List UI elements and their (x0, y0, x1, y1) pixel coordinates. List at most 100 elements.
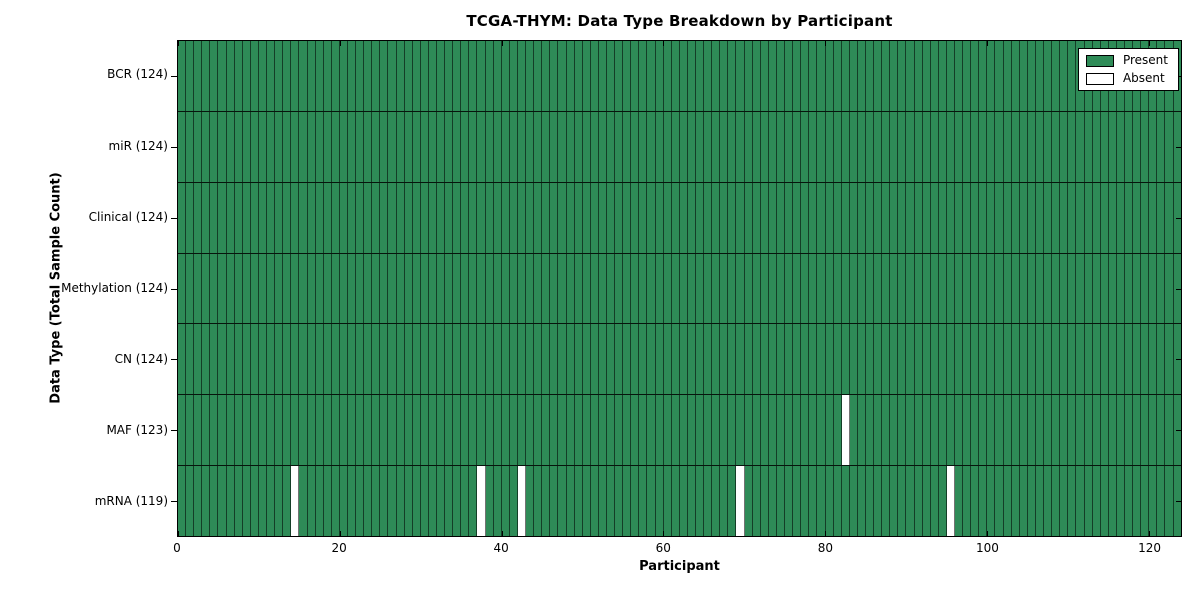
cell-present (1092, 182, 1101, 253)
x-tick-mark (339, 531, 341, 536)
cell-present (728, 324, 737, 395)
cell-present (598, 182, 607, 253)
cell-present (210, 466, 219, 537)
cell-present (485, 324, 494, 395)
cell-present (291, 324, 300, 395)
cell-present (1108, 324, 1117, 395)
y-tick-mark (1176, 147, 1181, 149)
cell-present (938, 41, 947, 111)
cell-present (250, 395, 259, 466)
cell-present (930, 466, 939, 537)
cell-present (914, 182, 923, 253)
cell-present (736, 395, 745, 466)
cell-present (194, 466, 203, 537)
cell-present (1100, 182, 1109, 253)
cell-present (558, 111, 567, 182)
cell-present (445, 111, 454, 182)
cell-present (202, 395, 211, 466)
cell-present (1019, 111, 1028, 182)
cell-present (291, 111, 300, 182)
cell-present (517, 395, 527, 466)
cell-present (477, 395, 486, 466)
cell-present (1165, 111, 1174, 182)
cell-present (226, 253, 235, 324)
cell-present (817, 395, 826, 466)
cell-present (404, 111, 413, 182)
cell-present (1027, 182, 1036, 253)
present-swatch-icon (1085, 54, 1114, 67)
cell-present (817, 111, 826, 182)
cell-present (356, 111, 365, 182)
cell-present (979, 41, 988, 111)
cell-present (793, 324, 802, 395)
cell-present (874, 182, 883, 253)
cell-present (906, 466, 915, 537)
cell-present (606, 253, 616, 324)
cell-present (226, 466, 235, 537)
cell-present (558, 395, 567, 466)
cell-present (825, 395, 834, 466)
cell-present (364, 253, 373, 324)
cell-present (485, 253, 494, 324)
cell-present (833, 253, 842, 324)
cell-present (663, 466, 672, 537)
cell-present (315, 253, 324, 324)
cell-present (445, 324, 454, 395)
cell-present (922, 395, 931, 466)
cell-present (339, 41, 348, 111)
cell-present (995, 324, 1004, 395)
cell-present (501, 253, 510, 324)
cell-present (339, 395, 348, 466)
cell-present (882, 466, 891, 537)
cell-present (1044, 253, 1053, 324)
cell-present (218, 111, 227, 182)
cell-present (728, 111, 737, 182)
cell-present (631, 41, 640, 111)
y-tick-label-Clinical: Clinical (124) (88, 209, 168, 224)
cell-present (712, 466, 721, 537)
cell-present (493, 466, 502, 537)
cell-present (663, 395, 672, 466)
cell-present (526, 111, 535, 182)
cell-present (663, 182, 672, 253)
cell-present (914, 111, 923, 182)
cell-present (534, 111, 543, 182)
cell-present (1076, 324, 1085, 395)
cell-present (396, 111, 405, 182)
data-type-row-mRNA (178, 466, 1181, 537)
cell-present (938, 182, 947, 253)
cell-present (752, 395, 761, 466)
cell-present (307, 324, 316, 395)
cell-present (849, 253, 858, 324)
y-tick-mark (171, 217, 178, 219)
cell-present (679, 182, 688, 253)
cell-present (250, 466, 259, 537)
cell-present (445, 395, 454, 466)
cell-present (890, 41, 899, 111)
cell-present (590, 466, 599, 537)
cell-present (461, 253, 470, 324)
cell-absent (946, 466, 955, 537)
cell-present (963, 466, 972, 537)
cell-present (671, 324, 680, 395)
cell-present (768, 182, 777, 253)
cell-present (639, 466, 648, 537)
y-tick-mark (171, 500, 178, 502)
cell-present (882, 324, 891, 395)
cell-present (437, 111, 446, 182)
cell-present (1019, 182, 1028, 253)
cell-present (696, 253, 705, 324)
cell-present (1035, 41, 1045, 111)
cell-present (299, 395, 308, 466)
cell-present (509, 466, 518, 537)
cell-present (801, 253, 810, 324)
cell-present (574, 324, 583, 395)
cell-present (574, 466, 583, 537)
cell-present (250, 111, 259, 182)
cell-present (841, 253, 850, 324)
cell-present (647, 111, 656, 182)
cell-present (696, 182, 705, 253)
cell-present (971, 324, 980, 395)
cell-present (898, 41, 907, 111)
cell-present (299, 41, 308, 111)
